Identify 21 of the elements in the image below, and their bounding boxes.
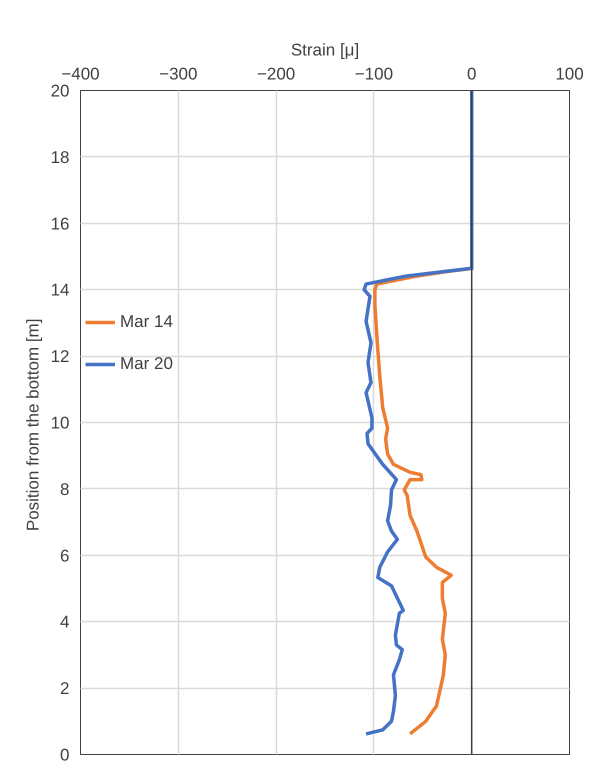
x-tick-label: −200 [256, 64, 296, 84]
x-tick-label: −300 [159, 64, 198, 84]
y-tick-label: 12 [50, 347, 70, 366]
x-tick-label: 100 [555, 64, 584, 84]
x-tick-label: −100 [354, 64, 394, 84]
legend-label: Mar 14 [120, 312, 173, 332]
y-tick-label: 14 [50, 280, 70, 300]
y-axis-title: Position from the bottom [m] [24, 318, 43, 532]
x-tick-label: −400 [61, 64, 100, 84]
y-tick-label: 2 [60, 679, 70, 698]
y-tick-label: 16 [50, 214, 70, 234]
y-tick-label: 8 [60, 480, 70, 499]
y-tick-label: 6 [60, 546, 70, 566]
x-tick-label: 0 [466, 64, 476, 84]
y-tick-label: 10 [50, 414, 70, 432]
legend-label: Mar 20 [120, 354, 173, 374]
y-tick-label: 0 [60, 746, 70, 762]
y-tick-label: 4 [60, 612, 70, 632]
x-axis-title: Strain [μ] [290, 40, 360, 60]
y-tick-label: 20 [50, 82, 70, 100]
y-tick-label: 18 [50, 148, 70, 167]
